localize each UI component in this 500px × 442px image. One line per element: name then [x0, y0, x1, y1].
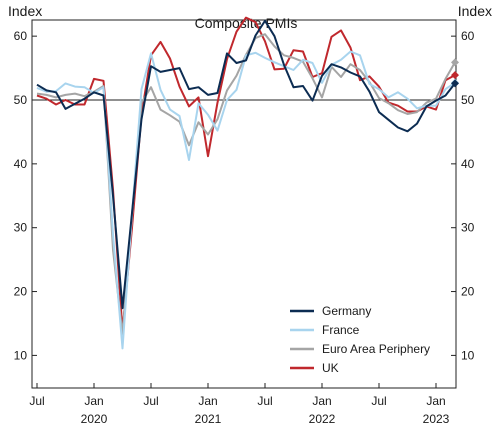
series-line-germany	[36, 19, 456, 310]
series-line-uk	[36, 16, 456, 333]
x-tick-label: Jan	[312, 394, 331, 408]
y-axis-title-left: Index	[8, 3, 42, 19]
y-tick-label-left: 10	[14, 348, 28, 362]
x-tick-label: Jul	[143, 394, 158, 408]
legend-label-euro-area-periphery: Euro Area Periphery	[322, 342, 430, 356]
y-tick-label-right: 60	[461, 29, 475, 43]
end-marker-euro-area-periphery	[451, 58, 459, 67]
y-tick-label-left: 40	[14, 157, 28, 171]
x-tick-label: Jan	[84, 394, 103, 408]
x-tick-label: Jul	[371, 394, 386, 408]
y-tick-label-left: 60	[14, 29, 28, 43]
legend-label-uk: UK	[322, 361, 339, 375]
y-tick-label-right: 20	[461, 285, 475, 299]
end-marker-uk	[451, 71, 459, 80]
x-tick-year-label: 2021	[195, 412, 222, 426]
y-tick-label-right: 50	[461, 93, 475, 107]
x-tick-label: Jul	[257, 394, 272, 408]
legend-label-germany: Germany	[322, 304, 371, 318]
x-tick-year-label: 2023	[423, 412, 450, 426]
x-tick-year-label: 2020	[81, 412, 108, 426]
x-tick-year-label: 2022	[309, 412, 336, 426]
series-line-france	[36, 50, 456, 350]
end-marker-germany	[451, 79, 459, 88]
chart-title: Composite PMIs	[195, 15, 298, 31]
legend-label-france: France	[322, 323, 360, 337]
x-tick-label: Jan	[426, 394, 445, 408]
y-tick-label-left: 20	[14, 285, 28, 299]
y-axis-title-right: Index	[458, 3, 492, 19]
plot-frame	[31, 19, 457, 389]
legend: Germany France Euro Area Periphery UK	[290, 304, 430, 375]
x-tick-label: Jan	[198, 394, 217, 408]
y-tick-label-right: 10	[461, 348, 475, 362]
y-tick-label-right: 30	[461, 221, 475, 235]
y-tick-label-right: 40	[461, 157, 475, 171]
x-tick-label: Jul	[29, 394, 44, 408]
y-tick-label-left: 50	[14, 93, 28, 107]
y-tick-label-left: 30	[14, 221, 28, 235]
